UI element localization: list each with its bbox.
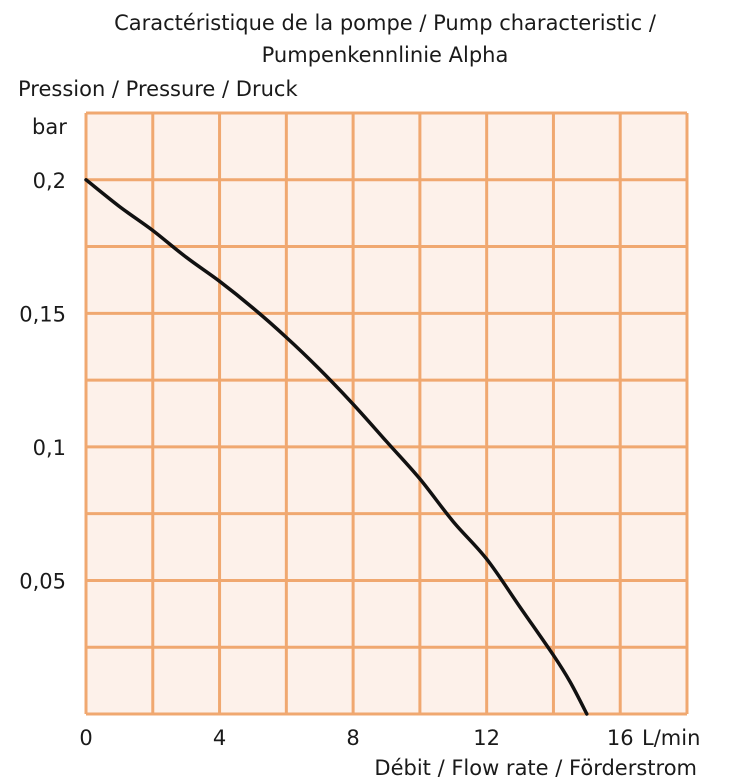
x-tick-label: 12 [473, 726, 500, 750]
y-tick-label: 0,15 [19, 302, 66, 326]
x-tick-label: 16 [607, 726, 634, 750]
plot-area [86, 113, 687, 714]
x-tick-label: 0 [79, 726, 92, 750]
y-tick-label: 0,05 [19, 569, 66, 593]
chart-title-line-2: Pumpenkennlinie Alpha [262, 43, 509, 67]
y-axis-label: Pression / Pressure / Druck [18, 77, 298, 101]
y-axis-unit: bar [32, 115, 67, 139]
x-axis-unit: L/min [642, 726, 700, 750]
y-tick-label: 0,1 [33, 436, 66, 460]
y-tick-labels: 0,2 0,15 0,1 0,05 [19, 169, 66, 594]
x-tick-label: 8 [346, 726, 359, 750]
y-tick-label: 0,2 [33, 169, 66, 193]
x-tick-labels: 0 4 8 12 16 [79, 726, 633, 750]
x-axis-label: Débit / Flow rate / Förderstrom [374, 756, 697, 780]
grid [84, 111, 689, 716]
chart-title-line-1: Caractéristique de la pompe / Pump chara… [114, 11, 657, 35]
x-tick-label: 4 [213, 726, 226, 750]
pump-curve-line [84, 178, 589, 716]
